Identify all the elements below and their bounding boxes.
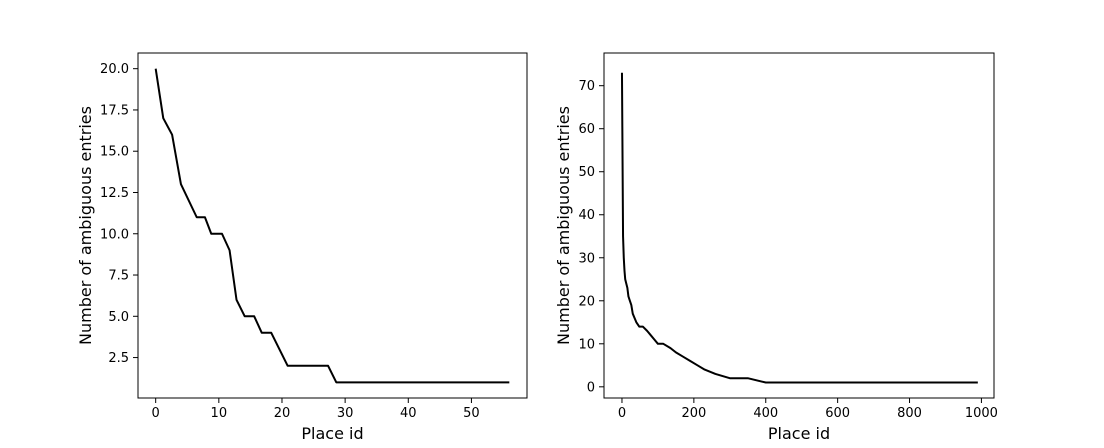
chart-2-x-axis-label: Place id — [768, 424, 830, 443]
chart-1-y-axis-label: Number of ambiguous entries — [76, 106, 95, 345]
chart-2: 0 200 400 600 800 1000 0 10 20 30 40 50 60 70 Place id… — [554, 52, 998, 443]
chart-2-x-tick-label: 1000 — [965, 406, 998, 421]
chart-2-y-tick-label: 40 — [578, 208, 595, 223]
chart-1-x-tick-label: 0 — [152, 406, 160, 421]
chart-1-x-tick-label: 50 — [463, 406, 480, 421]
chart-1-x-axis-label: Place id — [301, 424, 363, 443]
chart-1-y-tick-label: 2.5 — [108, 351, 129, 366]
chart-2-series-line-1 — [620, 72, 978, 384]
chart-2-y-tick-label: 0 — [587, 380, 595, 395]
chart-2-x-tick-label: 600 — [825, 406, 850, 421]
chart-1-y-tick-label: 17.5 — [100, 103, 129, 118]
chart-2-x-tick-label: 200 — [681, 406, 706, 421]
chart-2-x-tick-label: 0 — [618, 406, 626, 421]
chart-1-y-tick-label: 12.5 — [100, 186, 129, 201]
chart-2-y-tick-label: 30 — [578, 251, 595, 266]
chart-1-x-tick-label: 10 — [211, 406, 228, 421]
chart-1-y-tick-label: 20.0 — [100, 62, 129, 77]
chart-2-y-tick-label: 20 — [578, 294, 595, 309]
chart-2-x-tick-label: 800 — [897, 406, 922, 421]
chart-1: 0 10 20 30 40 50 2.5 5.0 7.5 10.0 12.5 15.0 17.5 20.0… — [76, 52, 528, 443]
chart-1-y-tick-label: 10.0 — [100, 227, 129, 242]
chart-1-x-tick-label: 40 — [400, 406, 417, 421]
chart-1-series-line-1 — [154, 68, 510, 384]
chart-2-y-tick-label: 70 — [578, 79, 595, 94]
chart-2-y-tick-label: 60 — [578, 122, 595, 137]
chart-2-y-tick-label: 10 — [578, 337, 595, 352]
chart-2-x-tick-label: 400 — [753, 406, 778, 421]
chart-1-x-tick-label: 30 — [337, 406, 354, 421]
chart-1-y-tick-label: 7.5 — [108, 269, 129, 284]
chart-1-y-tick-label: 15.0 — [100, 145, 129, 160]
chart-1-y-tick-label: 5.0 — [108, 310, 129, 325]
chart-1-axes-frame — [137, 52, 528, 399]
chart-1-x-tick-label: 20 — [274, 406, 291, 421]
chart-2-y-axis-label: Number of ambiguous entries — [554, 106, 573, 345]
chart-2-y-tick-label: 50 — [578, 165, 595, 180]
chart-2-axes-frame — [603, 52, 995, 399]
